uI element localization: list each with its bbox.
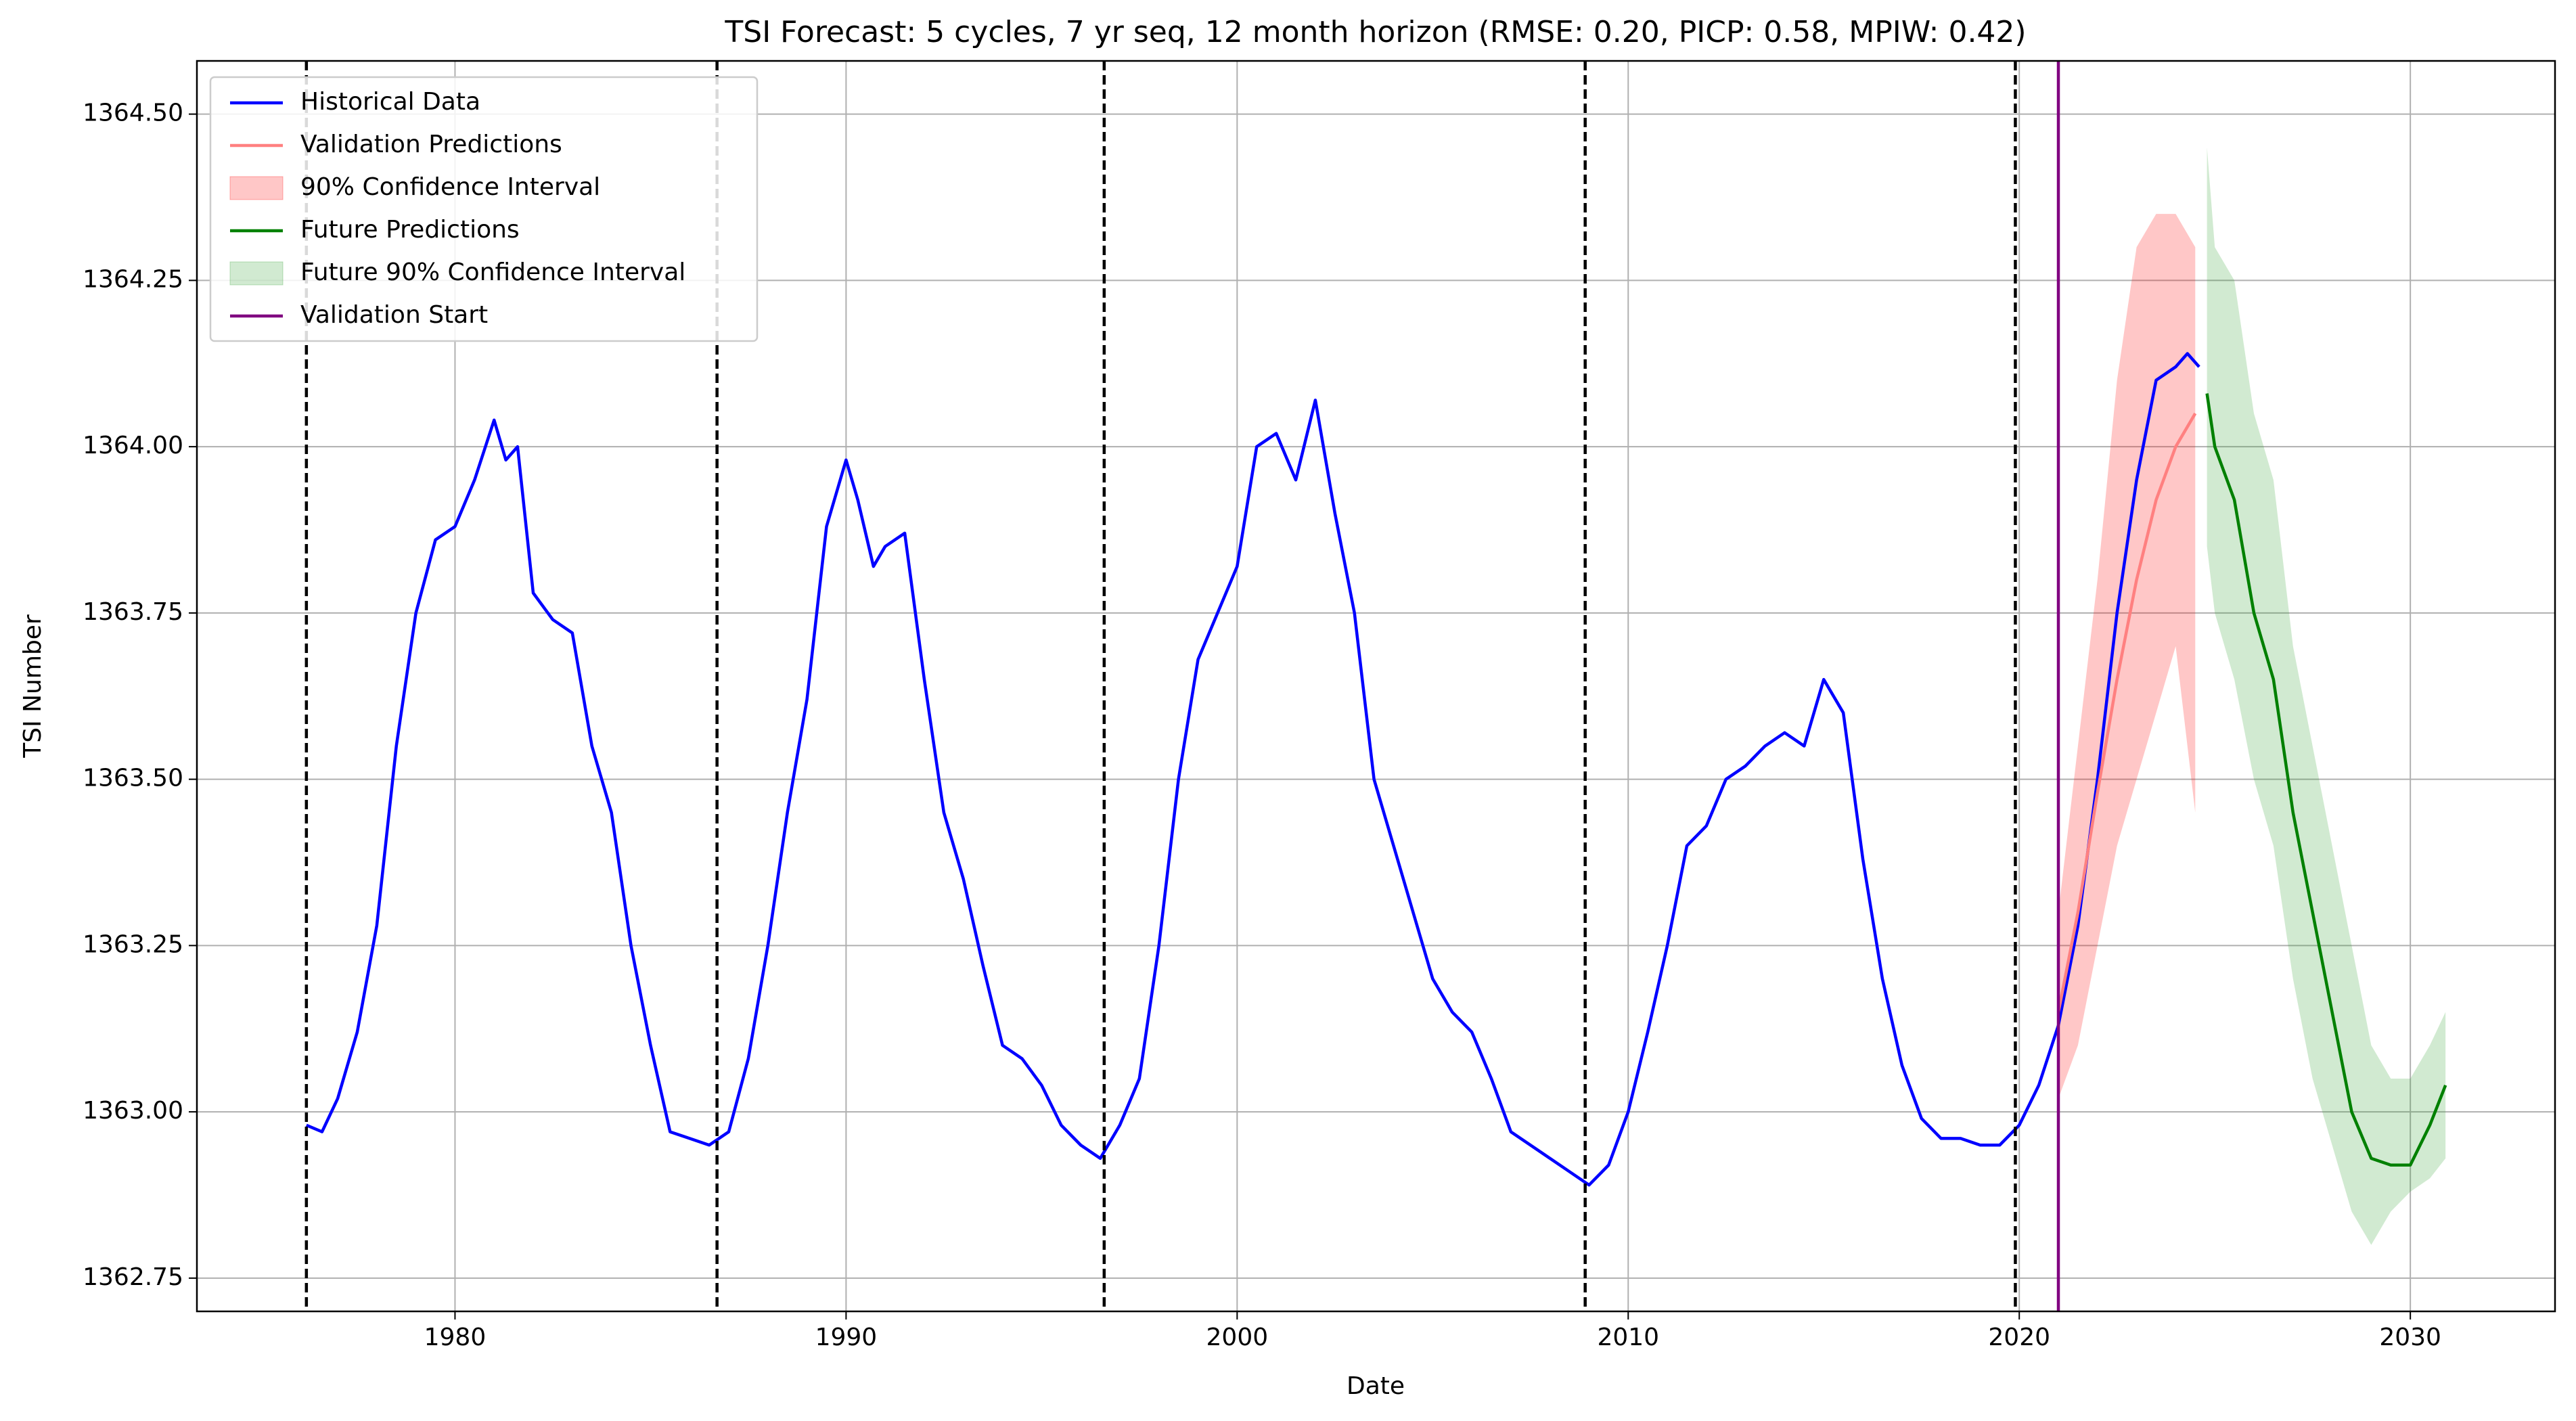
legend-label: Validation Start [300, 301, 488, 329]
legend-box [209, 76, 759, 342]
y-tick-label: 1363.25 [83, 930, 183, 958]
legend-label: Future Predictions [300, 216, 520, 244]
series-line [305, 352, 2200, 1187]
legend-label: Historical Data [300, 88, 480, 116]
legend-label: Validation Predictions [300, 131, 562, 158]
x-tick-label: 2020 [1988, 1324, 2050, 1351]
y-tick-label: 1364.25 [83, 265, 183, 293]
axes-frame [196, 60, 2556, 1313]
confidence-band [2207, 147, 2446, 1245]
x-tick-label: 2000 [1206, 1324, 1269, 1351]
y-tick-label: 1363.75 [83, 598, 183, 626]
confidence-band [2058, 214, 2196, 1099]
y-tick-label: 1363.00 [83, 1097, 183, 1125]
x-tick-label: 1980 [424, 1324, 487, 1351]
legend-swatch [229, 261, 284, 286]
plot-area [304, 61, 2447, 1311]
x-axis-label: Date [1347, 1372, 1405, 1400]
y-tick-label: 1364.00 [83, 432, 183, 459]
y-tick-label: 1364.50 [83, 99, 183, 127]
x-tick-label: 1990 [815, 1324, 878, 1351]
y-axis-label: TSI Number [19, 614, 47, 759]
legend-swatch [229, 176, 284, 200]
series-line [2205, 393, 2447, 1167]
legend-label: 90% Confidence Interval [300, 173, 600, 201]
legend-label: Future 90% Confidence Interval [300, 258, 685, 286]
y-tick-label: 1362.75 [83, 1263, 183, 1291]
x-tick-label: 2010 [1597, 1324, 1659, 1351]
y-tick-label: 1363.50 [83, 765, 183, 792]
x-tick-label: 2030 [2379, 1324, 2441, 1351]
series-line [2056, 412, 2197, 1013]
chart-title: TSI Forecast: 5 cycles, 7 yr seq, 12 mon… [724, 15, 2026, 49]
